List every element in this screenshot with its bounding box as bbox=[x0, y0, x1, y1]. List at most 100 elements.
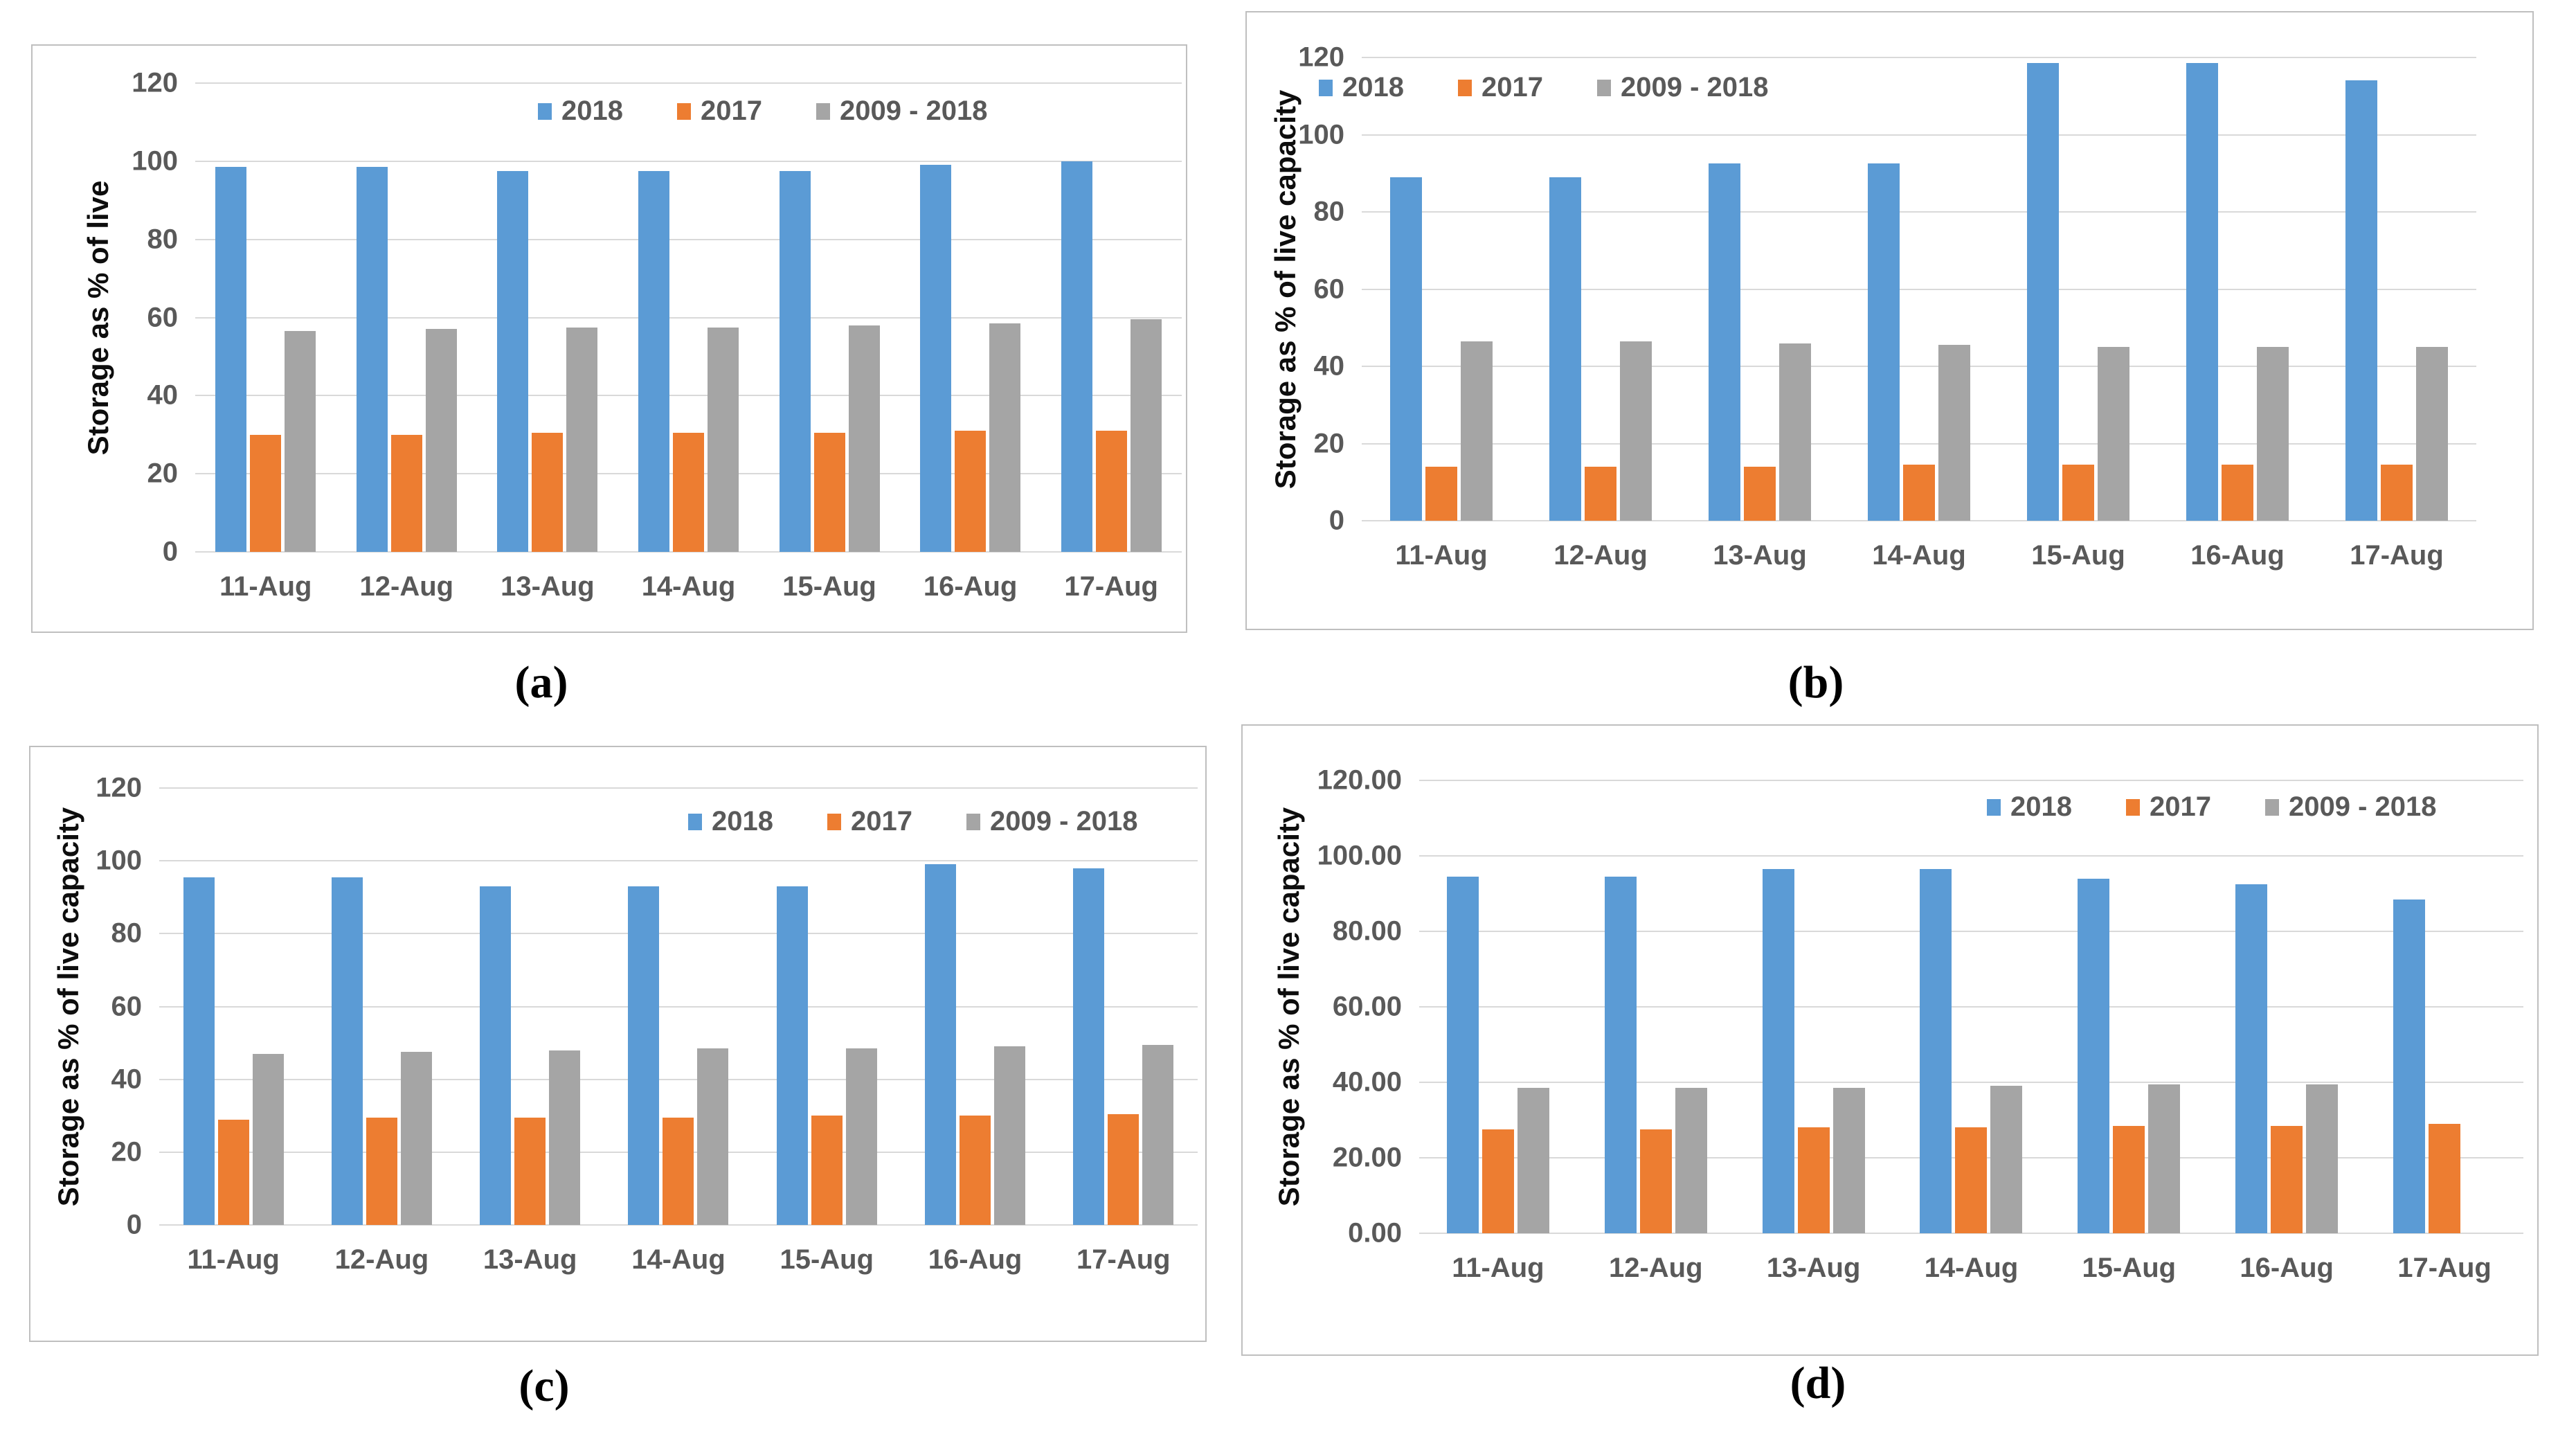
x-tick-label: 14-Aug bbox=[1924, 1253, 2019, 1283]
legend-marker-2018 bbox=[1319, 79, 1333, 96]
bar-2017 bbox=[514, 1117, 546, 1225]
legend-item: 2018 bbox=[1319, 72, 1404, 103]
gridline bbox=[195, 238, 1182, 240]
bar-2009 - 2018 bbox=[2148, 1084, 2181, 1233]
legend-item: 2009 - 2018 bbox=[816, 96, 988, 127]
y-tick-label: 100.00 bbox=[1317, 840, 1402, 871]
gridline bbox=[1419, 1082, 2523, 1083]
legend-item: 2009 - 2018 bbox=[2264, 791, 2437, 823]
legend-label: 2009 - 2018 bbox=[2288, 791, 2437, 822]
bar-group bbox=[618, 83, 759, 552]
x-tick-label: 17-Aug bbox=[2397, 1253, 2492, 1283]
bar-2018 bbox=[1709, 163, 1740, 521]
bar-group bbox=[1893, 780, 2051, 1233]
legend-item: 2017 bbox=[1457, 72, 1543, 103]
bar-2018 bbox=[1061, 161, 1092, 552]
bar-2018 bbox=[2186, 63, 2218, 521]
gridline bbox=[1419, 931, 2523, 932]
chart-panel-b: Storage as % of live capacity 0 20 40 60 80 10… bbox=[1245, 11, 2534, 630]
bar-2009 - 2018 bbox=[1142, 1044, 1174, 1225]
legend-marker-2009 - 2018 bbox=[2264, 798, 2279, 816]
x-tick-label: 12-Aug bbox=[334, 1244, 429, 1275]
bar-2018 bbox=[2345, 80, 2377, 521]
bar-2018 bbox=[331, 877, 363, 1225]
bar-group bbox=[1050, 788, 1198, 1225]
bar-2017 bbox=[2429, 1123, 2461, 1233]
legend-label: 2017 bbox=[1481, 72, 1543, 102]
x-tick-label: 11-Aug bbox=[1395, 540, 1488, 571]
legend-item: 2018 bbox=[1987, 791, 2072, 823]
bar-2017 bbox=[2062, 465, 2094, 521]
y-tick-label: 120 bbox=[1298, 42, 1344, 73]
legend-marker-2017 bbox=[827, 813, 841, 830]
bar-2018 bbox=[356, 167, 388, 552]
legend-label: 2017 bbox=[850, 806, 912, 836]
y-tick-label: 80 bbox=[111, 918, 143, 949]
gridline bbox=[195, 316, 1182, 319]
chart-panel-d: Storage as % of live capacity 0.00 20.00 40… bbox=[1241, 724, 2539, 1356]
bar-2018 bbox=[779, 170, 811, 552]
gridline bbox=[1419, 855, 2523, 857]
y-tick-label: 0 bbox=[126, 1209, 142, 1240]
bar-2017 bbox=[2381, 465, 2413, 521]
y-tick-label: 80.00 bbox=[1332, 915, 1402, 947]
bar-2017 bbox=[1744, 466, 1776, 521]
bar-2018 bbox=[2235, 884, 2268, 1233]
bar-2009 - 2018 bbox=[549, 1050, 581, 1225]
bar-group bbox=[753, 788, 901, 1225]
y-tick-label: 80 bbox=[147, 224, 179, 255]
bar-2009 - 2018 bbox=[1779, 343, 1811, 521]
bar-group bbox=[1999, 57, 2158, 521]
y-tick-label: 60 bbox=[111, 991, 143, 1021]
legend-item: 2018 bbox=[538, 96, 623, 127]
bar-2009 - 2018 bbox=[2306, 1084, 2339, 1233]
bar-2018 bbox=[1549, 177, 1581, 521]
y-tick-label: 40 bbox=[111, 1064, 143, 1095]
bar-2018 bbox=[480, 886, 512, 1225]
bar-group bbox=[477, 83, 618, 552]
gridline bbox=[1362, 520, 2476, 521]
y-tick-label: 20 bbox=[147, 458, 179, 489]
x-tick-label: 13-Aug bbox=[1713, 540, 1807, 571]
legend-label: 2009 - 2018 bbox=[1620, 72, 1769, 102]
bar-2009 - 2018 bbox=[1938, 345, 1970, 521]
bar-2017 bbox=[2113, 1125, 2145, 1233]
bar-2009 - 2018 bbox=[1832, 1088, 1865, 1233]
bar-2018 bbox=[183, 877, 215, 1225]
bar-2017 bbox=[663, 1117, 694, 1225]
x-tick-label: 15-Aug bbox=[2082, 1253, 2177, 1283]
legend-marker-2017 bbox=[1457, 79, 1472, 96]
gridline bbox=[159, 860, 1198, 862]
y-tick-label: 40.00 bbox=[1332, 1066, 1402, 1098]
bar-2009 - 2018 bbox=[252, 1053, 284, 1225]
bar-2017 bbox=[217, 1119, 249, 1225]
legend-label: 2009 - 2018 bbox=[839, 96, 988, 126]
y-tick-label: 60 bbox=[1313, 274, 1345, 304]
legend-label: 2017 bbox=[2149, 791, 2211, 822]
bar-group bbox=[900, 83, 1041, 552]
gridline bbox=[159, 1078, 1198, 1080]
bar-2018 bbox=[1446, 876, 1479, 1233]
gridline bbox=[159, 787, 1198, 789]
bar-2018 bbox=[1920, 869, 1952, 1233]
bar-2017 bbox=[1481, 1129, 1514, 1233]
bar-2009 - 2018 bbox=[1990, 1086, 2023, 1233]
x-tick-label: 17-Aug bbox=[1077, 1244, 1171, 1275]
bar-group bbox=[2208, 780, 2366, 1233]
y-tick-label: 0 bbox=[1328, 505, 1344, 536]
bar-2017 bbox=[390, 434, 422, 552]
y-tick-label: 60.00 bbox=[1332, 991, 1402, 1022]
bar-2009 - 2018 bbox=[1517, 1088, 1549, 1233]
bar-2018 bbox=[2078, 878, 2110, 1233]
bar-2017 bbox=[811, 1116, 843, 1225]
gridline bbox=[1362, 211, 2476, 213]
x-tick-label: 11-Aug bbox=[219, 571, 312, 602]
x-tick-label: 17-Aug bbox=[1064, 571, 1158, 602]
gridline bbox=[195, 551, 1182, 553]
y-tick-label: 120 bbox=[132, 67, 178, 98]
bar-2009 - 2018 bbox=[1130, 319, 1162, 552]
y-tick-label: 20.00 bbox=[1332, 1142, 1402, 1173]
gridline bbox=[195, 395, 1182, 397]
y-tick-label: 20 bbox=[111, 1136, 143, 1167]
